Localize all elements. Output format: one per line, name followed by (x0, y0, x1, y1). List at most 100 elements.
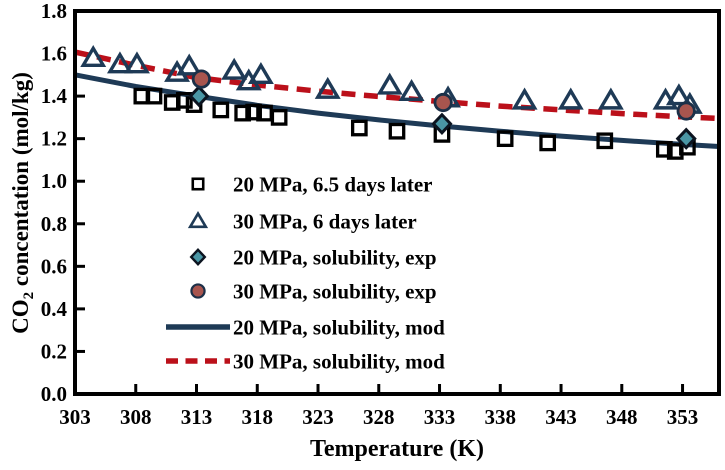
legend-row: 30 MPa, solubility, mod (166, 350, 445, 374)
triangle-marker-shape (80, 44, 107, 68)
y-axis-tick-label: 1.8 (41, 0, 67, 23)
triangle-marker-shape (221, 57, 248, 80)
data-point-triangle-open (123, 51, 150, 74)
x-axis-tick-label: 343 (545, 405, 577, 429)
data-point-square-open (596, 132, 614, 150)
data-point-diamond-filled (188, 84, 210, 108)
data-point-triangle-open (176, 53, 203, 76)
square-marker-shape (270, 109, 288, 126)
data-point-triangle-open (597, 87, 624, 110)
x-axis-tick-label: 353 (667, 405, 699, 429)
x-axis-tick-label: 308 (120, 405, 152, 429)
y-axis-tick-label: 1.6 (41, 42, 67, 66)
triangle-marker-shape (106, 51, 133, 74)
legend-row: 20 MPa, solubility, mod (166, 316, 445, 340)
data-point-square-open (270, 109, 288, 126)
circle-marker-shape (191, 69, 211, 89)
y-axis-tick-label: 1.2 (41, 127, 67, 151)
legend-row: 20 MPa, solubility, exp (233, 246, 437, 270)
x-axis-tick-label: 313 (181, 405, 213, 429)
legend-square-open (191, 177, 205, 191)
triangle-marker-shape (176, 53, 203, 76)
data-point-square-open (496, 130, 514, 148)
data-point-circle-filled (433, 92, 453, 113)
legend-label: 20 MPa, 6.5 days later (233, 173, 432, 197)
triangle-marker-shape (398, 79, 425, 102)
square-marker-shape (655, 140, 673, 158)
square-marker-shape (176, 92, 193, 109)
triangle-marker-shape (314, 76, 341, 99)
legend-label: 20 MPa, solubility, mod (233, 316, 445, 340)
data-point-square-open (350, 119, 368, 137)
data-point-triangle-open (247, 61, 274, 85)
triangle-marker-shape (187, 210, 209, 229)
data-point-square-open (655, 140, 673, 158)
data-point-triangle-open (80, 44, 107, 68)
data-point-square-open (245, 103, 262, 121)
y-axis-tick-label: 0.4 (41, 297, 68, 321)
legend-row: 30 MPa, solubility, exp (233, 280, 437, 304)
data-point-triangle-open (106, 51, 133, 74)
legend-label: 30 MPa, solubility, exp (233, 280, 437, 304)
diamond-marker-shape (431, 112, 453, 135)
plot-frame (73, 9, 721, 396)
square-marker-shape (234, 104, 252, 122)
diamond-marker-shape (675, 127, 697, 150)
square-marker-shape (245, 103, 262, 121)
x-axis-tick-label: 318 (242, 405, 274, 429)
data-point-square-open (234, 104, 252, 122)
data-point-square-open (145, 87, 163, 105)
data-point-square-open (212, 101, 230, 119)
triangle-marker-shape (597, 87, 624, 110)
data-point-circle-filled (676, 101, 696, 121)
legend-circle-filled (190, 283, 206, 299)
square-marker-shape (596, 132, 614, 150)
y-axis-title-group: CO2 concentation (mol/kg) (8, 72, 37, 334)
data-point-triangle-open (398, 79, 425, 102)
x-axis-tick-label: 348 (606, 405, 638, 429)
data-point-square-open (176, 92, 193, 109)
data-point-square-open (388, 122, 406, 140)
triangle-marker-shape (376, 72, 403, 95)
y-axis-tick-label: 1.0 (41, 169, 67, 193)
y-axis-tick-label: 0.0 (41, 382, 67, 406)
legend-row: 20 MPa, 6.5 days later (233, 173, 432, 197)
triangle-marker-shape (557, 87, 584, 110)
square-marker-shape (212, 101, 230, 119)
x-axis-tick-label: 333 (424, 405, 456, 429)
y-axis-tick-label: 0.2 (41, 339, 67, 363)
legend-diamond-filled (189, 248, 207, 266)
data-point-triangle-open (314, 76, 341, 99)
data-point-diamond-filled (675, 127, 697, 150)
legend-label: 30 MPa, 6 days later (233, 210, 417, 234)
circle-marker-shape (676, 101, 696, 121)
square-marker-shape (388, 122, 406, 140)
square-marker-shape (191, 177, 205, 191)
diamond-marker-shape (189, 248, 207, 266)
x-axis-tick-label: 303 (59, 405, 91, 429)
x-axis-title: Temperature (K) (310, 436, 484, 462)
y-axis-tick-label: 0.6 (41, 254, 67, 278)
x-axis-tick-label: 323 (302, 405, 334, 429)
y-axis-tick-label: 0.8 (41, 212, 67, 236)
data-point-triangle-open (665, 83, 692, 106)
data-point-triangle-open (376, 72, 403, 95)
legend-label: 20 MPa, solubility, exp (233, 246, 437, 270)
y-axis-title: CO2 concentation (mol/kg) (8, 72, 37, 334)
diamond-marker-shape (188, 84, 210, 108)
legend-triangle-open (187, 210, 209, 229)
data-point-square-open (539, 134, 557, 152)
legend-row: 30 MPa, 6 days later (233, 210, 417, 234)
data-point-circle-filled (191, 69, 211, 89)
square-marker-shape (496, 130, 514, 148)
x-axis-tick-label: 338 (485, 405, 517, 429)
square-marker-shape (350, 119, 368, 137)
triangle-marker-shape (665, 83, 692, 106)
triangle-marker-shape (123, 51, 150, 74)
data-point-triangle-open (557, 87, 584, 110)
x-axis-tick-label: 328 (363, 405, 395, 429)
circle-marker-shape (190, 283, 206, 299)
square-marker-shape (145, 87, 163, 105)
